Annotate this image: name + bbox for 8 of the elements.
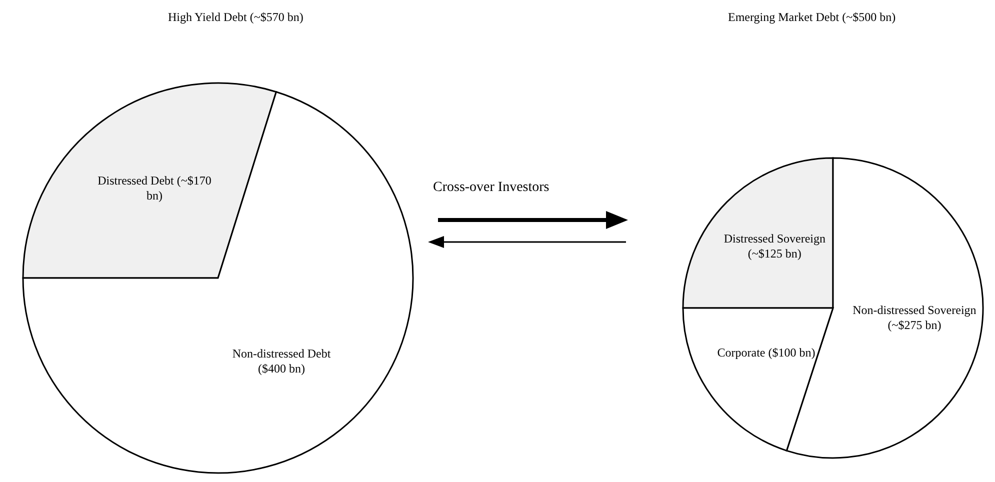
slice-label: Non-distressed Sovereign (~$275 bn) xyxy=(852,302,976,332)
slice-label: Distressed Debt (~$170 bn) xyxy=(98,174,212,203)
text: Cross-over Investors xyxy=(433,180,550,196)
chart-title: Emerging Market Debt (~$500 bn) xyxy=(728,10,896,25)
slice-label: Distressed Sovereign (~$125 bn) xyxy=(724,232,826,261)
chart-title: High Yield Debt (~$570 bn) xyxy=(168,10,304,25)
slice-label: Non-distressed Debt ($400 bn) xyxy=(232,346,332,376)
slice-label: Corporate ($100 bn) xyxy=(717,345,816,360)
